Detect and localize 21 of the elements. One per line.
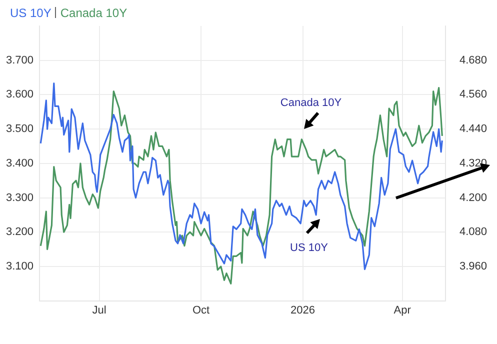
y2-tick-label: 4.440	[459, 123, 488, 136]
y-tick-label: 3.700	[6, 54, 34, 66]
y2-tick-label: 4.200	[459, 192, 488, 204]
y-tick-label: 3.400	[6, 157, 34, 170]
y-tick-label: 3.100	[6, 260, 34, 272]
x-tick-label: Oct	[192, 304, 210, 316]
y-tick-label: 3.500	[6, 123, 34, 136]
y-tick-label: 3.200	[6, 226, 34, 238]
x-tick-label: 2026	[290, 304, 316, 316]
x-tick-label: Apr	[394, 304, 412, 316]
text: US 10Y	[10, 6, 52, 20]
y-tick-label: 3.300	[6, 192, 34, 204]
text: Canada 10Y	[60, 6, 128, 20]
y-tick-label: 3.600	[6, 88, 34, 101]
annotation: US 10Y	[290, 242, 329, 254]
annotation: Canada 10Y	[280, 97, 342, 110]
y2-tick-label: 4.680	[459, 54, 488, 66]
x-tick-label: Jul	[92, 304, 106, 316]
y2-tick-label: 4.560	[459, 88, 488, 101]
y2-tick-label: 4.080	[459, 226, 488, 238]
y2-tick-label: 3.960	[459, 260, 488, 272]
